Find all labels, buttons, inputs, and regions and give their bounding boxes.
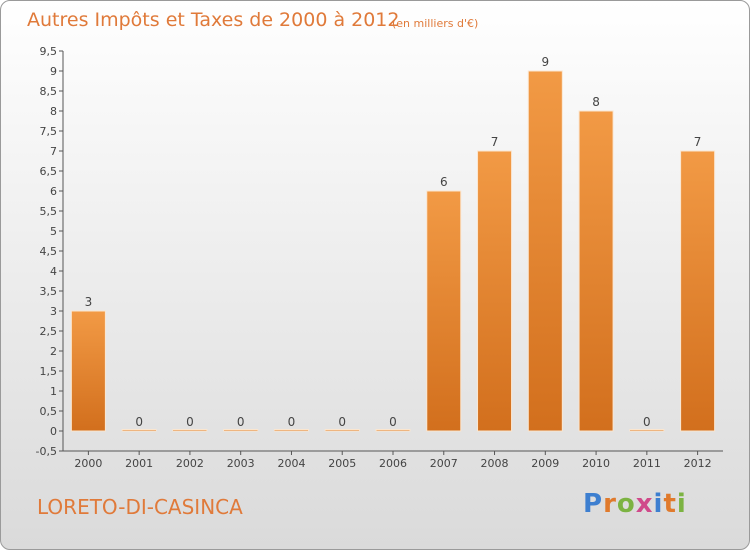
y-tick-label: 8: [50, 105, 57, 118]
data-label-2011: 0: [643, 415, 651, 429]
bar-2012: [680, 150, 716, 432]
data-label-2008: 7: [491, 135, 499, 149]
x-tick-label-2010: 2010: [582, 457, 610, 470]
y-tick-label: 9: [50, 65, 57, 78]
y-tick-label: 2,5: [40, 325, 58, 338]
x-tick-label-2008: 2008: [481, 457, 509, 470]
data-label-2000: 3: [85, 295, 93, 309]
y-tick-label: 7,5: [40, 125, 58, 138]
y-tick-label: 6,5: [40, 165, 58, 178]
y-tick-label: -0,5: [36, 445, 57, 458]
y-tick-label: 0,5: [40, 405, 58, 418]
bar-2004: [273, 429, 309, 432]
y-tick-label: 0: [50, 425, 57, 438]
data-label-2010: 8: [592, 95, 600, 109]
bar-2000: [70, 310, 106, 432]
data-label-2004: 0: [288, 415, 296, 429]
bar-2008: [477, 150, 513, 432]
commune-name: LORETO-DI-CASINCA: [37, 495, 243, 519]
y-tick-label: 8,5: [40, 85, 58, 98]
x-tick-label-2003: 2003: [227, 457, 255, 470]
y-tick-label: 1: [50, 385, 57, 398]
data-label-2007: 6: [440, 175, 448, 189]
bar-2010: [578, 110, 614, 432]
data-label-2009: 9: [541, 55, 549, 69]
bar-2003: [223, 429, 259, 432]
x-tick-label-2011: 2011: [633, 457, 661, 470]
data-label-2005: 0: [338, 415, 346, 429]
chart-title: Autres Impôts et Taxes de 2000 à 2012: [27, 9, 400, 31]
y-tick-label: 4: [50, 265, 57, 278]
x-tick-label-2009: 2009: [531, 457, 559, 470]
brand-logo: Proxiti: [583, 489, 687, 519]
x-tick-label-2000: 2000: [74, 457, 102, 470]
bar-2009: [527, 70, 563, 432]
x-tick-label-2006: 2006: [379, 457, 407, 470]
y-tick-label: 7: [50, 145, 57, 158]
bar-2006: [375, 429, 411, 432]
y-tick-label: 3: [50, 305, 57, 318]
data-label-2012: 7: [694, 135, 702, 149]
bar-2001: [121, 429, 157, 432]
y-tick-label: 2: [50, 345, 57, 358]
y-tick-label: 5,5: [40, 205, 58, 218]
x-tick-label-2001: 2001: [125, 457, 153, 470]
chart-unit: (en milliers d'€): [392, 17, 479, 30]
bar-2002: [172, 429, 208, 432]
x-tick-label-2012: 2012: [684, 457, 712, 470]
x-tick-label-2002: 2002: [176, 457, 204, 470]
x-tick-label-2004: 2004: [277, 457, 305, 470]
y-tick-label: 1,5: [40, 365, 58, 378]
bar-2007: [426, 190, 462, 432]
data-label-2001: 0: [135, 415, 143, 429]
bar-2005: [324, 429, 360, 432]
y-tick-label: 9,5: [40, 45, 58, 58]
y-tick-label: 6: [50, 185, 57, 198]
x-tick-label-2007: 2007: [430, 457, 458, 470]
data-label-2002: 0: [186, 415, 194, 429]
y-tick-label: 3,5: [40, 285, 58, 298]
bar-2011: [629, 429, 665, 432]
x-tick-label-2005: 2005: [328, 457, 356, 470]
data-label-2006: 0: [389, 415, 397, 429]
data-label-2003: 0: [237, 415, 245, 429]
y-tick-label: 5: [50, 225, 57, 238]
y-tick-label: 4,5: [40, 245, 58, 258]
